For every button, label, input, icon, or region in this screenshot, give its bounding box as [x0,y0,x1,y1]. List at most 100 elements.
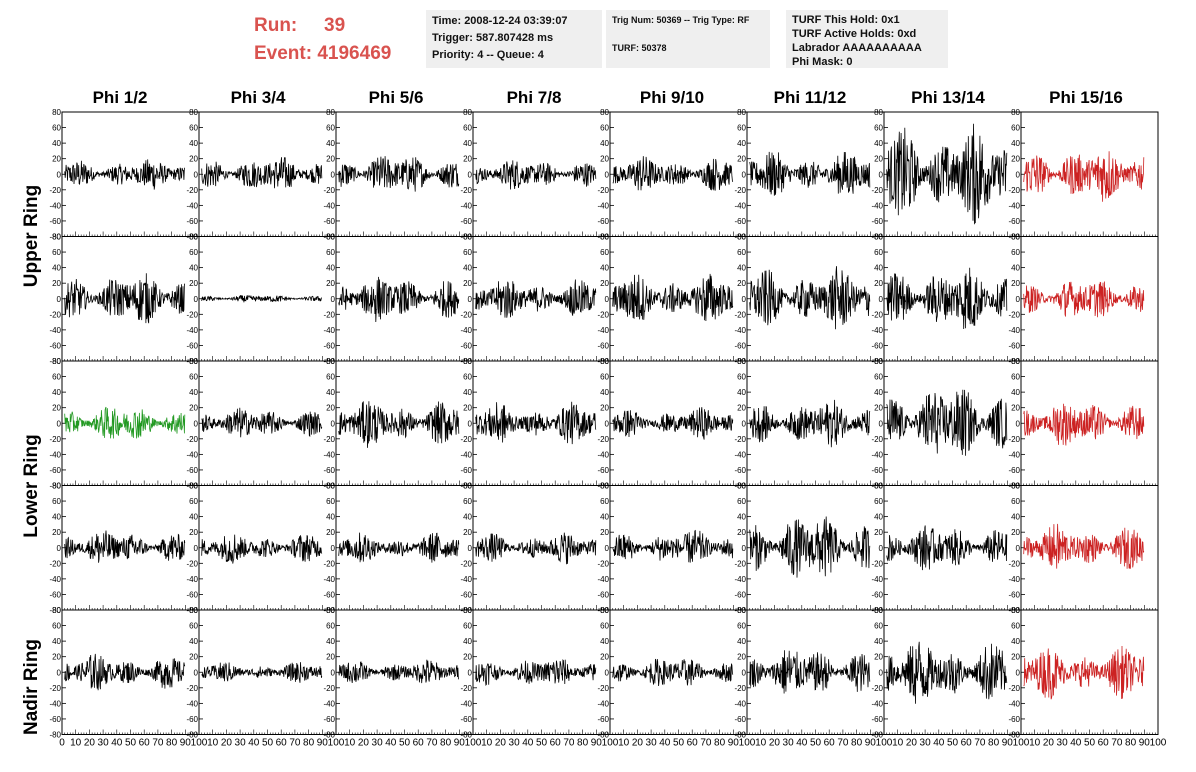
x-tick-label: 10 [755,738,767,749]
y-tick-label: 0 [742,668,747,677]
y-tick-label: -60 [460,341,472,350]
y-tick-label: 0 [57,544,62,553]
y-tick-label: 80 [463,606,472,615]
waveform-trace-r1c1 [201,294,322,303]
y-tick-label: 80 [189,233,198,242]
y-tick-label: 40 [874,637,883,646]
x-tick-label: 80 [1125,738,1137,749]
y-tick-label: 20 [326,653,335,662]
y-tick-label: -60 [597,590,609,599]
y-tick-label: 20 [189,155,198,164]
y-tick-label: 40 [189,513,198,522]
x-tick-label: 30 [1057,738,1069,749]
event-value: 4196469 [317,43,392,64]
y-tick-label: -20 [186,186,198,195]
waveform-trace-r3c4 [612,529,734,563]
y-tick-label: -60 [734,217,746,226]
y-tick-label: 60 [874,248,883,257]
x-tick-label: 90 [180,738,192,749]
y-tick-label: 40 [463,637,472,646]
y-tick-label: 40 [52,388,61,397]
y-tick-label: 20 [463,279,472,288]
x-tick-label: 90 [865,738,877,749]
y-tick-label: 60 [1011,497,1020,506]
y-tick-label: -40 [871,575,883,584]
x-tick-label: 60 [961,738,973,749]
run-label: Run: [254,15,298,36]
x-tick-label: 20 [84,738,96,749]
y-tick-label: 60 [600,497,609,506]
y-tick-label: 40 [189,388,198,397]
y-tick-label: 40 [189,139,198,148]
y-tick-label: 60 [463,622,472,631]
x-tick-label: 50 [536,738,548,749]
x-tick-label: 10 [618,738,630,749]
waveform-trace-r0c7 [1023,151,1145,202]
x-tick-label: 70 [152,738,164,749]
y-tick-label: 0 [194,544,199,553]
y-tick-label: 80 [326,606,335,615]
waveform-trace-r0c2 [338,156,460,192]
y-tick-label: 60 [463,373,472,382]
y-tick-label: 40 [1011,513,1020,522]
y-tick-label: 20 [600,155,609,164]
y-tick-label: -20 [1008,684,1020,693]
y-tick-label: -20 [597,559,609,568]
y-tick-label: -20 [1008,310,1020,319]
y-tick-label: -80 [1008,731,1020,740]
y-tick-label: 20 [326,404,335,413]
waveform-trace-r4c0 [64,653,186,691]
y-tick-label: -60 [49,590,61,599]
x-tick-label: 90 [728,738,740,749]
x-tick-label: 80 [851,738,863,749]
x-tick-label: 100 [876,738,893,749]
y-tick-label: 20 [326,155,335,164]
y-tick-label: -60 [871,466,883,475]
y-tick-label: 80 [52,357,61,366]
column-header-phi-5-6: Phi 5/6 [368,88,424,107]
x-tick-label: 70 [563,738,575,749]
x-tick-label: 50 [810,738,822,749]
y-tick-label: -20 [1008,186,1020,195]
waveform-trace-r3c0 [64,530,186,563]
y-tick-label: 60 [463,248,472,257]
waveform-trace-r3c2 [338,532,460,563]
y-tick-label: -80 [460,731,472,740]
y-tick-label: 60 [874,124,883,133]
y-tick-label: 20 [874,279,883,288]
panel-frame-r2c6 [883,360,1022,486]
y-tick-label: -20 [460,435,472,444]
y-tick-label: 20 [874,155,883,164]
y-tick-label: 60 [52,248,61,257]
x-tick-label: 60 [413,738,425,749]
y-tick-label: 80 [737,482,746,491]
column-header-phi-13-14: Phi 13/14 [911,88,985,107]
y-tick-label: 0 [605,295,610,304]
y-tick-label: -60 [734,715,746,724]
y-tick-label: -80 [323,731,335,740]
x-tick-label: 40 [248,738,260,749]
phi-mask-text: Phi Mask: 0 [792,56,853,68]
y-tick-label: 80 [737,108,746,117]
waveform-trace-r0c4 [612,156,734,191]
x-tick-label: 30 [783,738,795,749]
column-header-phi-3-4: Phi 3/4 [230,88,286,107]
y-tick-label: 80 [1011,482,1020,491]
y-tick-label: -20 [186,310,198,319]
y-tick-label: -60 [734,590,746,599]
y-tick-label: -40 [597,450,609,459]
x-tick-label: 100 [328,738,345,749]
y-tick-label: 0 [194,419,199,428]
y-tick-label: 0 [1016,295,1021,304]
x-tick-label: 100 [1150,738,1167,749]
x-tick-label: 30 [509,738,521,749]
waveform-trace-r0c1 [201,157,323,189]
y-tick-label: 60 [874,622,883,631]
y-tick-label: -40 [323,326,335,335]
y-tick-label: 60 [1011,124,1020,133]
y-tick-label: 80 [52,108,61,117]
y-tick-label: -20 [323,684,335,693]
x-tick-label: 90 [1002,738,1014,749]
y-tick-label: 20 [600,528,609,537]
y-tick-label: -40 [597,201,609,210]
